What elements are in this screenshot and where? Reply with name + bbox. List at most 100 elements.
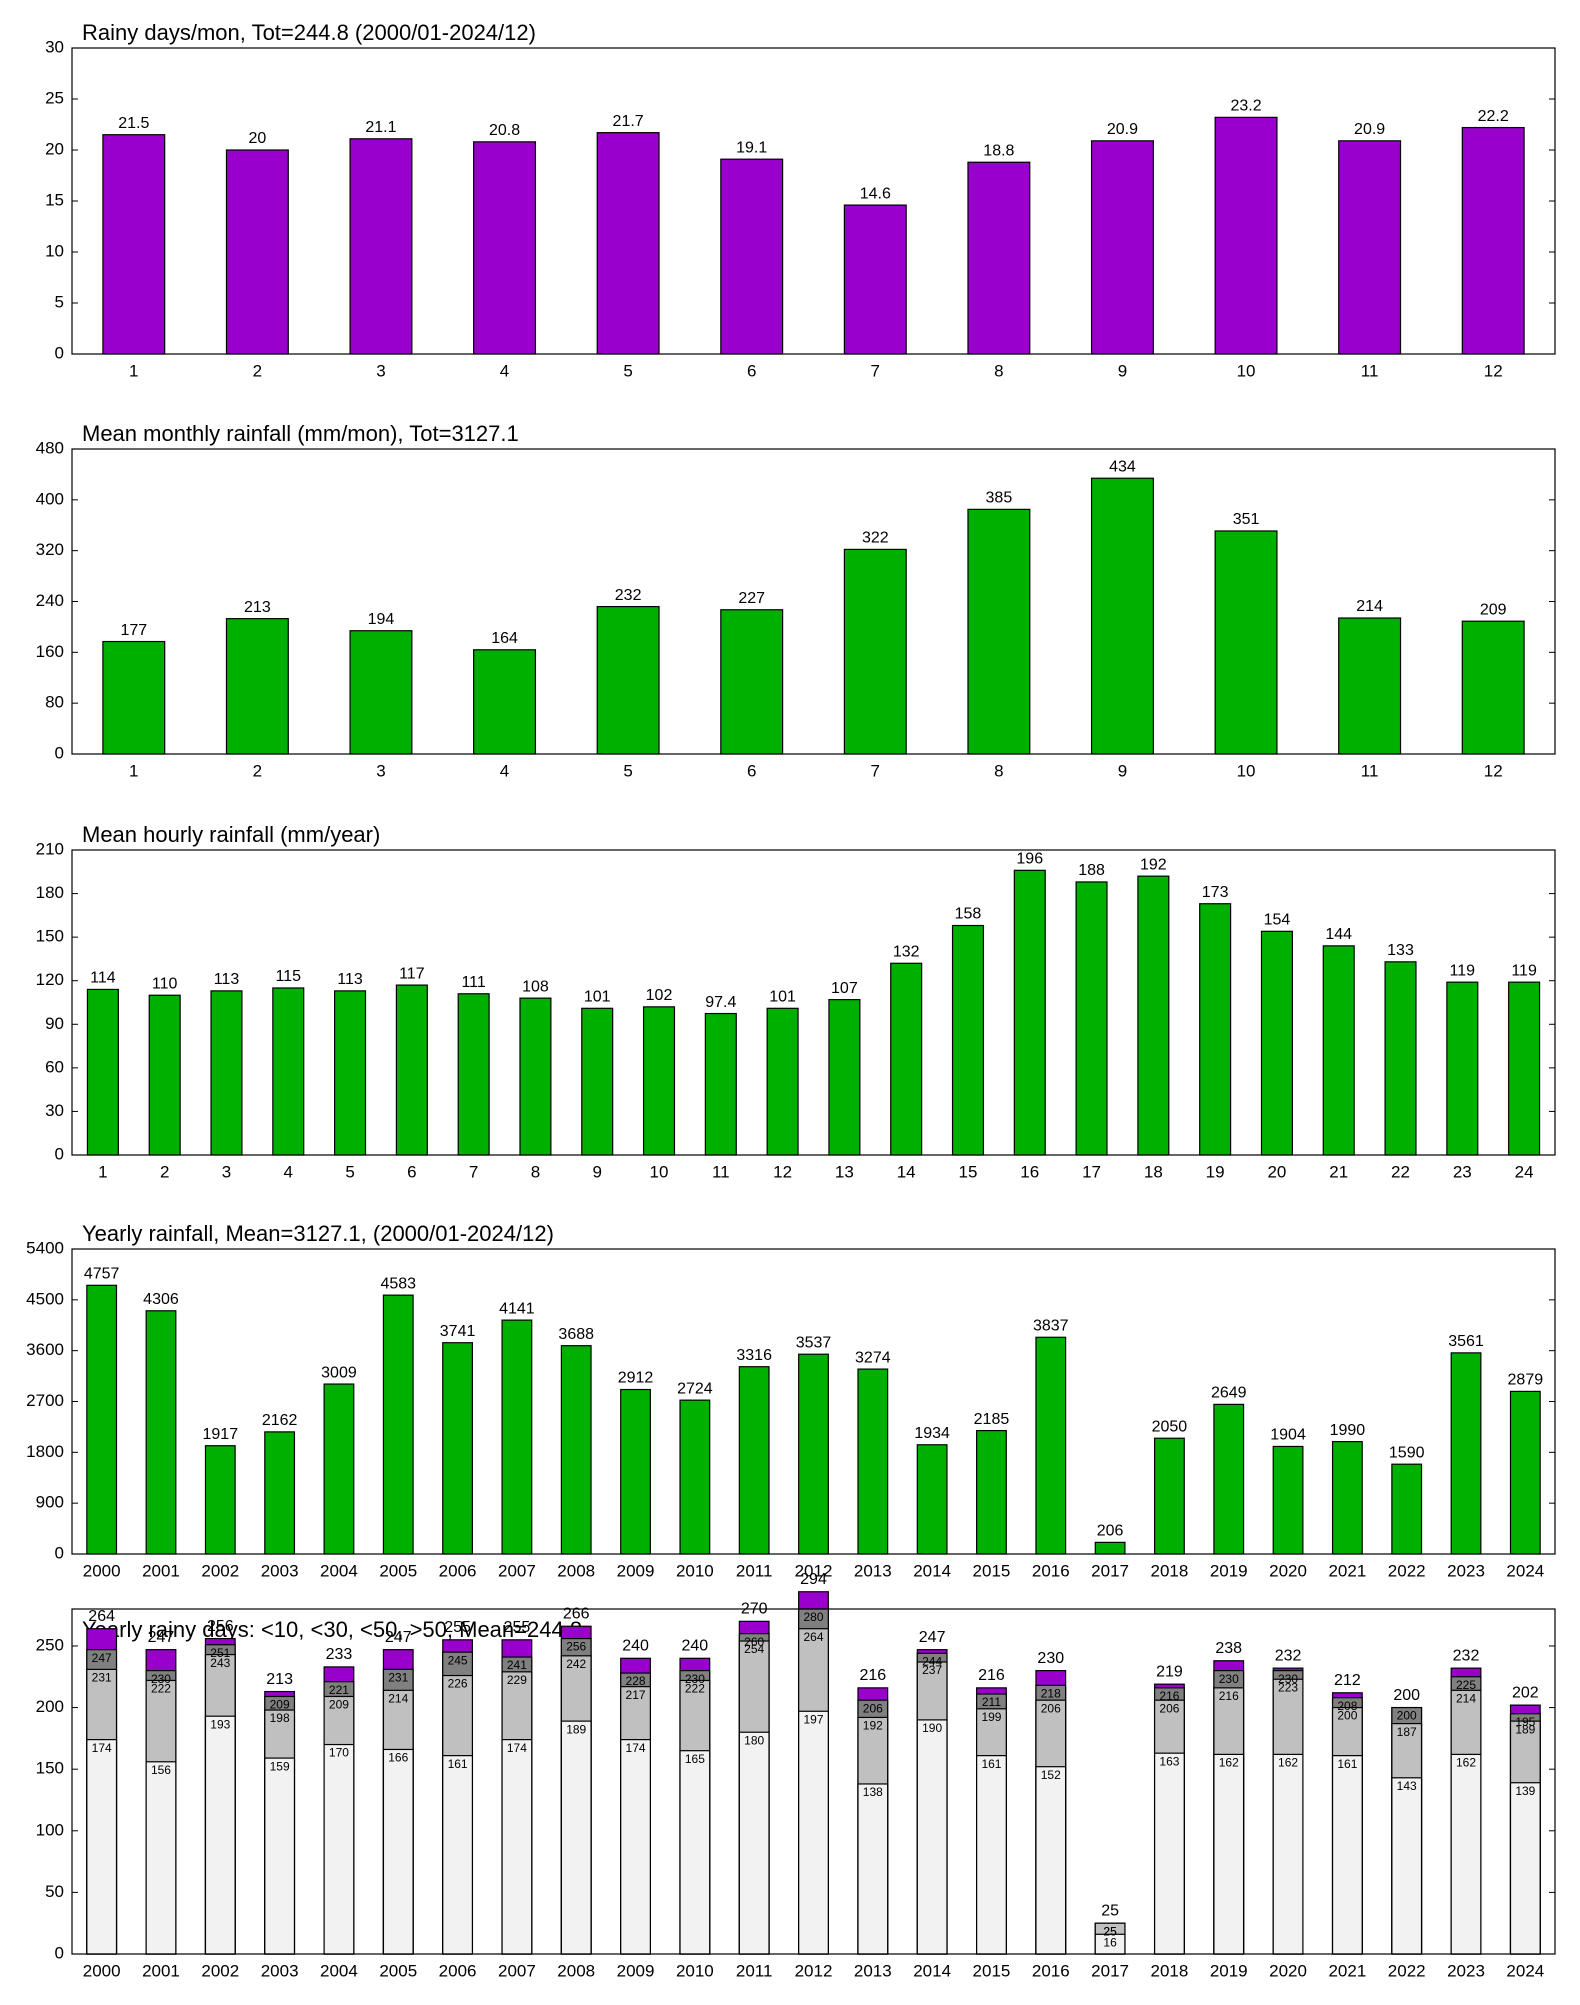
value-label: 216 [859, 1667, 886, 1684]
bar [264, 1757, 296, 1955]
bar [642, 1006, 676, 1156]
value-label: 3837 [1033, 1317, 1069, 1334]
bar [1090, 477, 1154, 755]
value-label: 247 [919, 1629, 946, 1646]
segment-label: 230 [1219, 1672, 1239, 1686]
value-label: 1917 [203, 1426, 239, 1443]
bar [766, 1007, 799, 1156]
value-label: 110 [152, 975, 178, 992]
value-label: 4306 [143, 1291, 179, 1308]
segment-label: 228 [626, 1674, 646, 1688]
value-label: 230 [1037, 1650, 1064, 1667]
x-tick-label: 19 [1206, 1162, 1225, 1181]
segment-label: 189 [566, 1722, 586, 1736]
segment-label: 16 [1103, 1935, 1117, 1949]
segment-label: 195 [1515, 1715, 1535, 1729]
value-label: 351 [1233, 511, 1260, 528]
y-tick-label: 0 [55, 1144, 64, 1163]
x-tick-label: 1 [98, 1162, 107, 1181]
segment-label: 152 [1041, 1768, 1061, 1782]
y-tick-label: 400 [36, 489, 64, 508]
x-tick-label: 16 [1020, 1162, 1039, 1181]
value-label: 192 [1140, 856, 1167, 873]
plot-frame [71, 47, 1556, 355]
value-label: 113 [214, 971, 240, 988]
segment-label: 280 [803, 1610, 823, 1624]
x-tick-label: 2014 [913, 1561, 951, 1580]
value-label: 115 [276, 968, 302, 985]
y-tick-label: 60 [45, 1057, 64, 1076]
x-tick-label: 9 [1118, 361, 1127, 380]
segment-label: 198 [270, 1711, 290, 1725]
value-label: 256 [207, 1618, 234, 1635]
value-label: 247 [148, 1629, 175, 1646]
x-tick-label: 2017 [1091, 1961, 1129, 1980]
value-label: 108 [522, 978, 549, 995]
segment-label: 206 [1159, 1701, 1179, 1715]
bar [738, 1731, 770, 1955]
x-tick-label: 2022 [1388, 1561, 1426, 1580]
value-label: 107 [831, 980, 858, 997]
value-label: 101 [584, 989, 611, 1006]
value-label: 144 [1325, 926, 1352, 943]
value-label: 209 [1480, 601, 1507, 618]
value-label: 3316 [736, 1347, 772, 1364]
bar [620, 1739, 651, 1955]
plot-frame [71, 849, 1556, 1156]
value-label: 20.9 [1107, 121, 1138, 138]
y-tick-label: 5400 [26, 1238, 64, 1257]
x-tick-label: 6 [747, 761, 756, 780]
x-tick-label: 2021 [1328, 1561, 1366, 1580]
x-tick-label: 14 [897, 1162, 916, 1181]
x-tick-label: 2015 [973, 1961, 1011, 1980]
segment-label: 225 [1456, 1678, 1476, 1692]
x-tick-label: 11 [1361, 361, 1379, 380]
y-tick-label: 80 [45, 693, 64, 712]
segment-label: 193 [210, 1717, 230, 1731]
bar [1214, 530, 1278, 755]
segment-label: 214 [388, 1691, 408, 1705]
y-tick-label: 20 [45, 139, 64, 158]
x-tick-label: 2021 [1328, 1961, 1366, 1980]
x-tick-label: 2013 [854, 1961, 892, 1980]
segment-label: 237 [922, 1663, 942, 1677]
bar [501, 1319, 533, 1555]
segment-label: 217 [626, 1688, 646, 1702]
x-tick-label: 2000 [83, 1961, 121, 1980]
bar [1213, 1403, 1245, 1555]
segment-label: 256 [566, 1640, 586, 1654]
value-label: 196 [1016, 851, 1043, 868]
bar [145, 1761, 177, 1955]
bar [1035, 1336, 1067, 1555]
bar [1461, 126, 1525, 355]
bar [1322, 945, 1355, 1156]
y-tick-label: 900 [36, 1493, 64, 1512]
segment-label: 192 [863, 1719, 883, 1733]
value-label: 3537 [796, 1334, 832, 1351]
value-label: 102 [646, 987, 673, 1004]
bar [323, 1383, 355, 1555]
value-label: 266 [563, 1605, 590, 1622]
x-tick-label: 2015 [973, 1561, 1011, 1580]
value-label: 20 [248, 130, 266, 147]
value-label: 132 [893, 944, 920, 961]
x-tick-label: 2008 [557, 1561, 595, 1580]
segment-label: 247 [92, 1651, 112, 1665]
value-label: 2050 [1152, 1418, 1188, 1435]
segment-label: 230 [685, 1672, 705, 1686]
bar [102, 640, 166, 755]
bar [473, 649, 537, 755]
x-tick-label: 2004 [320, 1561, 358, 1580]
segment-label: 161 [448, 1757, 468, 1771]
y-tick-label: 0 [55, 343, 64, 362]
value-label: 173 [1202, 884, 1229, 901]
bar [395, 984, 428, 1156]
value-label: 14.6 [860, 185, 891, 202]
bar [798, 1710, 829, 1955]
value-label: 255 [504, 1619, 531, 1636]
bar [1013, 869, 1046, 1156]
x-tick-label: 3 [376, 761, 385, 780]
x-tick-label: 2013 [854, 1561, 892, 1580]
bar [679, 1399, 711, 1555]
segment-label: 241 [507, 1658, 527, 1672]
